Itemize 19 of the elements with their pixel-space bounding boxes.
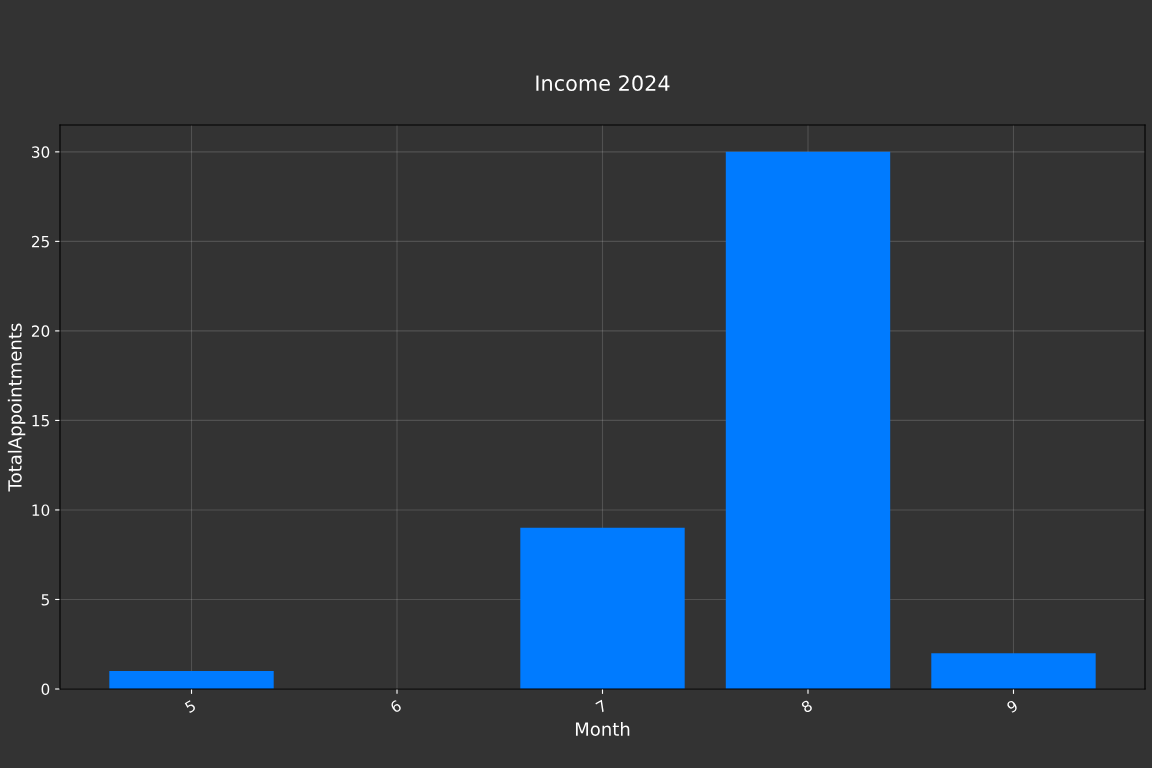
y-tick-label: 20 xyxy=(31,325,50,337)
bar xyxy=(109,671,274,689)
y-tick-label: 30 xyxy=(32,146,50,158)
x-tick-label: 8 xyxy=(800,699,813,714)
y-tick-label: 15 xyxy=(32,415,49,427)
x-axis-title: Month xyxy=(575,721,630,736)
chart-title: Income 2024 xyxy=(536,75,670,92)
bar xyxy=(725,151,891,689)
x-tick-label: 5 xyxy=(184,699,197,714)
y-tick-label: 25 xyxy=(31,235,49,248)
y-tick-label: 0 xyxy=(41,683,50,696)
x-tick-label: 6 xyxy=(389,699,403,714)
bar xyxy=(931,653,1096,689)
y-tick-label: 5 xyxy=(41,594,49,606)
x-tick-label: 9 xyxy=(1006,699,1019,714)
x-tick-label: 7 xyxy=(595,699,608,714)
y-axis-title: TotalAppointments xyxy=(7,323,26,492)
y-tick-label: 10 xyxy=(32,504,50,516)
bar xyxy=(520,527,685,689)
